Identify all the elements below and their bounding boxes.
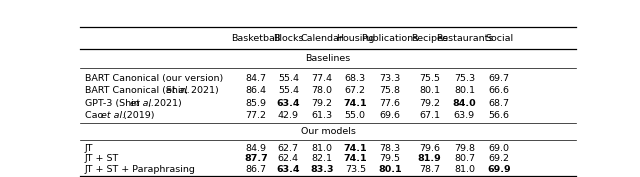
Text: 78.7: 78.7	[419, 165, 440, 174]
Text: 63.9: 63.9	[454, 111, 475, 120]
Text: 80.7: 80.7	[454, 154, 475, 163]
Text: 69.2: 69.2	[488, 154, 509, 163]
Text: 77.2: 77.2	[246, 111, 267, 120]
Text: 84.9: 84.9	[246, 144, 267, 153]
Text: 80.1: 80.1	[454, 86, 475, 95]
Text: 42.9: 42.9	[278, 111, 299, 120]
Text: Our models: Our models	[301, 127, 355, 136]
Text: 81.0: 81.0	[454, 165, 475, 174]
Text: 84.0: 84.0	[452, 99, 476, 107]
Text: 69.6: 69.6	[380, 111, 401, 120]
Text: , 2021): , 2021)	[148, 99, 182, 107]
Text: 75.3: 75.3	[454, 74, 475, 83]
Text: 75.5: 75.5	[419, 74, 440, 83]
Text: Basketball: Basketball	[232, 34, 281, 43]
Text: et al.: et al.	[166, 86, 190, 95]
Text: 69.0: 69.0	[488, 144, 509, 153]
Text: JT: JT	[85, 144, 93, 153]
Text: 86.7: 86.7	[246, 165, 267, 174]
Text: 77.4: 77.4	[312, 74, 333, 83]
Text: Publications: Publications	[362, 34, 419, 43]
Text: BART Canonical (Shin: BART Canonical (Shin	[85, 86, 189, 95]
Text: 55.4: 55.4	[278, 86, 299, 95]
Text: 78.0: 78.0	[312, 86, 333, 95]
Text: Restaurants: Restaurants	[436, 34, 493, 43]
Text: 55.0: 55.0	[345, 111, 366, 120]
Text: 81.9: 81.9	[418, 154, 442, 163]
Text: Blocks: Blocks	[273, 34, 303, 43]
Text: 63.4: 63.4	[276, 165, 300, 174]
Text: Calendar: Calendar	[301, 34, 344, 43]
Text: 85.9: 85.9	[246, 99, 267, 107]
Text: 68.3: 68.3	[345, 74, 366, 83]
Text: 86.4: 86.4	[246, 86, 267, 95]
Text: 81.0: 81.0	[312, 144, 333, 153]
Text: 74.1: 74.1	[344, 144, 367, 153]
Text: 79.8: 79.8	[454, 144, 475, 153]
Text: , 2021): , 2021)	[185, 86, 218, 95]
Text: 74.1: 74.1	[344, 154, 367, 163]
Text: 78.3: 78.3	[380, 144, 401, 153]
Text: 62.7: 62.7	[278, 144, 299, 153]
Text: 84.7: 84.7	[246, 74, 267, 83]
Text: 80.1: 80.1	[378, 165, 402, 174]
Text: 79.5: 79.5	[380, 154, 401, 163]
Text: GPT-3 (Shin: GPT-3 (Shin	[85, 99, 143, 107]
Text: 80.1: 80.1	[419, 86, 440, 95]
Text: et al.: et al.	[130, 99, 154, 107]
Text: 67.1: 67.1	[419, 111, 440, 120]
Text: 69.7: 69.7	[488, 74, 509, 83]
Text: 82.1: 82.1	[312, 154, 333, 163]
Text: 73.3: 73.3	[380, 74, 401, 83]
Text: 73.5: 73.5	[345, 165, 366, 174]
Text: 61.3: 61.3	[312, 111, 333, 120]
Text: 75.8: 75.8	[380, 86, 401, 95]
Text: 79.2: 79.2	[419, 99, 440, 107]
Text: 56.6: 56.6	[488, 111, 509, 120]
Text: 69.9: 69.9	[487, 165, 511, 174]
Text: 77.6: 77.6	[380, 99, 401, 107]
Text: 66.6: 66.6	[488, 86, 509, 95]
Text: Housing: Housing	[336, 34, 374, 43]
Text: Cao: Cao	[85, 111, 106, 120]
Text: Baselines: Baselines	[305, 54, 351, 63]
Text: 68.7: 68.7	[488, 99, 509, 107]
Text: 83.3: 83.3	[310, 165, 334, 174]
Text: (2019): (2019)	[120, 111, 155, 120]
Text: 67.2: 67.2	[345, 86, 366, 95]
Text: Recipes: Recipes	[412, 34, 448, 43]
Text: JT + ST + Paraphrasing: JT + ST + Paraphrasing	[85, 165, 196, 174]
Text: BART Canonical (our version): BART Canonical (our version)	[85, 74, 223, 83]
Text: 74.1: 74.1	[344, 99, 367, 107]
Text: 79.6: 79.6	[419, 144, 440, 153]
Text: 55.4: 55.4	[278, 74, 299, 83]
Text: 63.4: 63.4	[276, 99, 300, 107]
Text: 79.2: 79.2	[312, 99, 333, 107]
Text: JT + ST: JT + ST	[85, 154, 119, 163]
Text: 62.4: 62.4	[278, 154, 299, 163]
Text: Social: Social	[485, 34, 513, 43]
Text: 87.7: 87.7	[244, 154, 268, 163]
Text: et al.: et al.	[101, 111, 125, 120]
